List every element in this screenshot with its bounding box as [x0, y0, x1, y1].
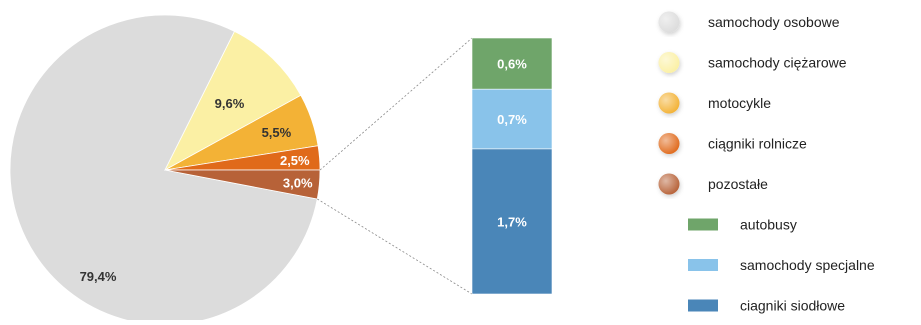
legend-label-motocykle: motocykle	[708, 95, 771, 111]
legend-swatch-shine-motocykle	[658, 92, 680, 114]
connector-lines	[317, 37, 473, 295]
legend-swatch-shine-samochody-osobowe	[658, 11, 680, 33]
legend-swatch-autobusy	[688, 218, 718, 231]
legend-swatch-shine-samochody-ciezarowe	[658, 52, 680, 73]
legend-item-motocykle: motocykle	[658, 92, 771, 114]
legend-label-autobusy: autobusy	[740, 217, 797, 233]
legend-item-samochody-specjalne: samochody specjalne	[688, 257, 875, 273]
legend-label-pozostale: pozostałe	[708, 176, 768, 192]
legend-item-autobusy: autobusy	[688, 217, 797, 233]
legend-label-samochody-osobowe: samochody osobowe	[708, 14, 840, 30]
pie-label-motocykle: 5,5%	[262, 125, 292, 140]
bar-label-ciagniki-siodlowe: 1,7%	[497, 215, 527, 230]
legend-label-samochody-specjalne: samochody specjalne	[740, 257, 875, 273]
legend-label-ciagniki-siodlowe: ciagniki siodłowe	[740, 298, 845, 314]
pie-label-ciagniki-rolnicze: 2,5%	[280, 153, 310, 168]
bar-segment-autobusy	[471, 37, 553, 90]
legend-label-samochody-ciezarowe: samochody ciężarowe	[708, 55, 847, 71]
pie-label-pozostale: 3,0%	[283, 176, 313, 191]
legend-item-ciagniki-siodlowe: ciagniki siodłowe	[688, 298, 845, 314]
breakdown-bar: 0,6% 0,7% 1,7%	[471, 37, 553, 295]
legend-item-samochody-osobowe: samochody osobowe	[658, 11, 840, 33]
legend-swatch-shine-ciagniki-rolnicze	[658, 133, 680, 154]
legend-swatch-ciagniki-siodlowe	[688, 299, 718, 312]
legend-label-ciagniki-rolnicze: ciągniki rolnicze	[708, 136, 807, 152]
bar-label-samochody-specjalne: 0,7%	[497, 112, 527, 127]
pie-slice-samochody-osobowe	[9, 14, 318, 325]
legend-swatch-samochody-specjalne	[688, 259, 718, 271]
legend-item-pozostale: pozostałe	[658, 173, 768, 195]
pie-slice-samochody-ciezarowe	[164, 30, 302, 171]
connector-line-top	[319, 37, 473, 171]
legend-item-ciagniki-rolnicze: ciągniki rolnicze	[658, 133, 807, 154]
bar-segment-samochody-specjalne	[471, 88, 553, 150]
pie-label-samochody-osobowe: 79,4%	[80, 269, 117, 284]
pie-label-samochody-ciezarowe: 9,6%	[215, 96, 245, 111]
connector-line-bottom	[317, 198, 473, 295]
bar-segment-ciagniki-siodlowe	[471, 148, 553, 295]
legend-item-samochody-ciezarowe: samochody ciężarowe	[658, 52, 847, 73]
legend: samochody osobowe samochody ciężarowe moto…	[658, 11, 875, 314]
legend-swatch-shine-pozostale	[658, 173, 680, 195]
pie: 3,0% 2,5% 5,5% 9,6% 79,4%	[9, 14, 321, 325]
bar-label-autobusy: 0,6%	[497, 57, 527, 72]
pie-slice-pozostale	[164, 169, 321, 200]
